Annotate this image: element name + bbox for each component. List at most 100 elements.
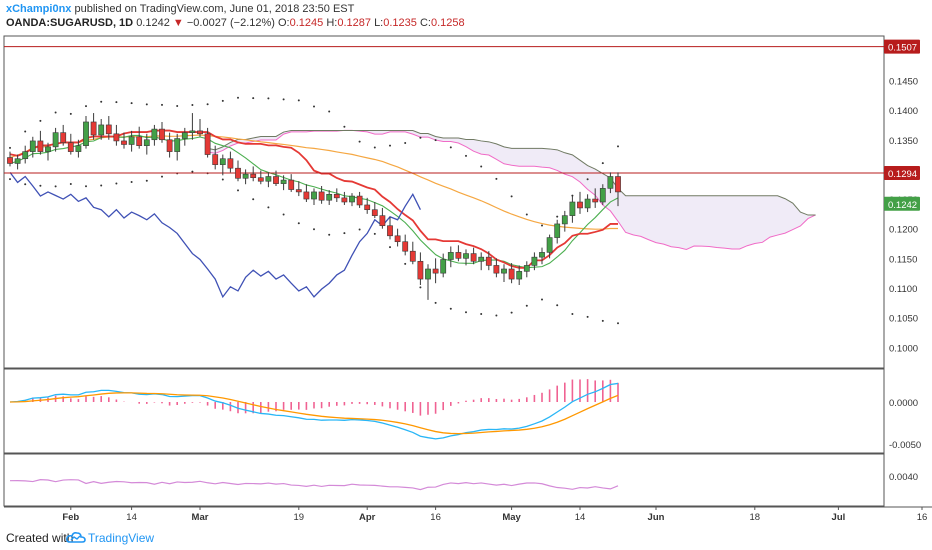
time-tick-label: 16 xyxy=(917,512,928,523)
envelope-dot xyxy=(221,178,224,181)
candle-down xyxy=(136,136,143,146)
created-with-label: Created with xyxy=(6,531,74,545)
candle-up xyxy=(584,198,591,209)
envelope-dot xyxy=(541,224,543,227)
time-tick-label: Jul xyxy=(832,512,846,523)
candle-down xyxy=(402,241,409,252)
envelope-dot xyxy=(404,141,407,144)
envelope-dot xyxy=(130,180,133,183)
tradingview-brand[interactable]: TradingView xyxy=(88,531,155,545)
ohlc-close-label: C: xyxy=(419,17,431,29)
candle-down xyxy=(60,132,67,144)
pane-frames xyxy=(3,35,932,508)
candle-down xyxy=(7,157,13,164)
envelope-dot xyxy=(54,111,57,114)
ohlc-close: 0.1258 xyxy=(430,17,465,29)
candle-down xyxy=(394,235,401,243)
envelope-dot xyxy=(449,146,452,149)
envelope-dot xyxy=(571,313,574,316)
price-tick-label: 0.1400 xyxy=(889,106,918,117)
envelope-dot xyxy=(419,286,422,289)
ohlc-low-label: L: xyxy=(374,17,384,29)
envelope-dot xyxy=(480,313,483,316)
envelope-dot xyxy=(85,185,87,188)
ichimoku-cloud xyxy=(207,130,816,250)
time-tick-label: Mar xyxy=(192,512,209,523)
envelope-dot xyxy=(389,246,391,249)
price-badge xyxy=(884,39,920,54)
candle-down xyxy=(432,268,439,274)
price-tick-label: 0.1350 xyxy=(889,136,918,147)
envelope-dot xyxy=(449,307,452,310)
candle-up xyxy=(516,271,523,280)
ohlc-high: 0.1287 xyxy=(337,17,371,29)
macd-pane: 0.0000 -0.0050 xyxy=(9,379,921,451)
symbol-line: OANDA:SUGARUSD, 1D 0.1242 ▼ −0.0027 (−2.… xyxy=(6,17,465,29)
candle-down xyxy=(508,268,515,280)
envelope-dot xyxy=(39,184,42,187)
candle-down xyxy=(409,250,416,262)
footer-bar: Created with TradingView xyxy=(0,526,932,550)
candle-down xyxy=(250,173,257,178)
candle-up xyxy=(569,201,576,216)
envelope-dot xyxy=(24,183,27,186)
envelope-dot xyxy=(100,184,103,187)
envelope-dot xyxy=(465,154,467,157)
ohlc-low: 0.1235 xyxy=(383,17,417,29)
candle-down xyxy=(615,176,621,193)
price-tick-label: 0.1100 xyxy=(889,284,917,295)
envelope-dot xyxy=(267,97,270,100)
candle-up xyxy=(242,173,249,179)
candle-down xyxy=(455,252,462,259)
last-price: 0.1242 xyxy=(136,17,170,29)
price-axis: 0.10000.10500.11000.11500.12000.12500.13… xyxy=(884,39,920,354)
candle-down xyxy=(105,124,112,135)
candle-up xyxy=(83,121,89,146)
envelope-dot xyxy=(343,232,346,235)
candle-up xyxy=(14,158,21,164)
candle-down xyxy=(204,133,211,155)
macd-tick-label: 0.0000 xyxy=(889,398,918,409)
price-badge xyxy=(884,165,920,180)
candle-up xyxy=(189,130,196,133)
envelope-dot xyxy=(373,146,376,149)
candle-down xyxy=(356,195,363,206)
envelope-dot xyxy=(586,315,589,318)
author-link[interactable]: xChampi0nx xyxy=(6,3,72,15)
envelope-dot xyxy=(221,99,224,102)
envelope-dot xyxy=(601,319,604,322)
candle-down xyxy=(121,140,127,145)
envelope-dot xyxy=(161,175,163,178)
price-tick-label: 0.1000 xyxy=(889,343,918,354)
oscillator-line xyxy=(9,479,619,491)
envelope-dot xyxy=(556,304,559,307)
candle-down xyxy=(166,139,173,152)
envelope-dot xyxy=(252,198,255,201)
candle-up xyxy=(98,124,105,136)
envelope-dot xyxy=(525,213,528,216)
candle-down xyxy=(159,128,165,141)
time-tick-label: Apr xyxy=(359,512,376,523)
envelope-dot xyxy=(373,232,376,235)
envelope-dot xyxy=(601,162,604,165)
candle-down xyxy=(417,260,424,280)
candle-up xyxy=(22,151,29,160)
envelope-dot xyxy=(252,97,255,100)
time-tick-label: May xyxy=(502,512,521,523)
envelope-dot xyxy=(191,103,194,106)
candle-down xyxy=(303,191,310,200)
macd-line xyxy=(9,382,619,440)
envelope-dot xyxy=(100,100,103,103)
candle-up xyxy=(425,268,431,280)
envelope-dot xyxy=(145,103,148,106)
time-tick-label: 14 xyxy=(575,512,586,523)
candle-up xyxy=(523,265,530,272)
symbol-label: OANDA:SUGARUSD, 1D xyxy=(6,17,134,29)
macd-signal-line xyxy=(9,392,619,435)
indicator-lines xyxy=(4,46,884,325)
candle-down xyxy=(227,158,234,169)
time-tick-label: 19 xyxy=(294,512,305,523)
candle-up xyxy=(561,215,568,225)
candle-up xyxy=(75,145,82,152)
